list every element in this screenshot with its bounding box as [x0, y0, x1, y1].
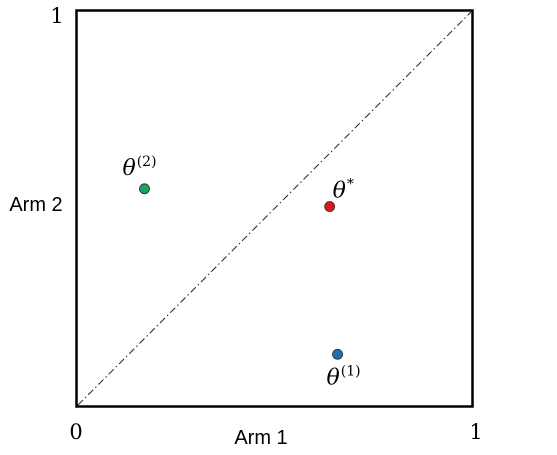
theta-star-label: θ*	[333, 177, 354, 204]
theta-1-superscript: (1)	[341, 363, 361, 379]
theta-1-point	[332, 348, 343, 360]
points-layer: θ(1)θ(2)θ*	[122, 154, 360, 390]
theta-2-point	[139, 183, 150, 195]
x-max-tick-label: 1	[469, 420, 482, 444]
y-axis-label: Arm 2	[9, 194, 62, 216]
theta-1-label: θ(1)	[327, 363, 361, 390]
theta-star-superscript: *	[347, 177, 354, 193]
theta-star-symbol: θ	[333, 179, 346, 204]
unit-square-frame	[75, 9, 474, 408]
theta-2-label: θ(2)	[122, 154, 156, 181]
y-max-tick-label: 1	[50, 4, 63, 28]
theta-star-point	[324, 201, 336, 212]
x-min-tick-label: 0	[69, 420, 82, 444]
theta-2-symbol: θ	[122, 156, 135, 181]
theta-2-superscript: (2)	[137, 154, 157, 170]
diagonal-reference-line	[77, 11, 472, 406]
x-axis-label: Arm 1	[234, 427, 287, 449]
theta-1-symbol: θ	[327, 365, 340, 390]
